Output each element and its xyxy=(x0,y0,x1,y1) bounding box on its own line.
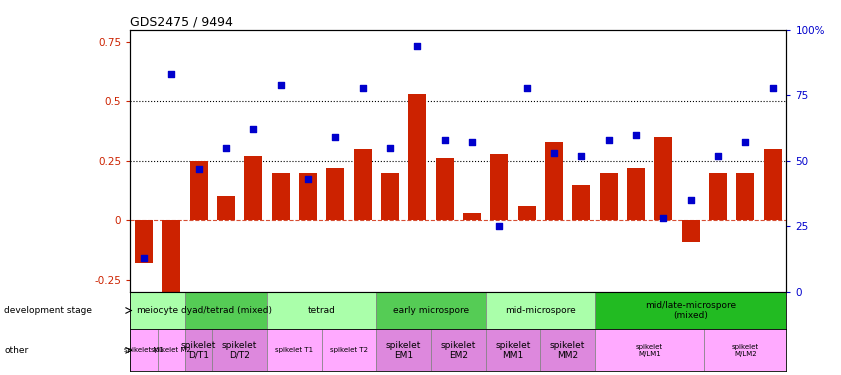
Point xyxy=(602,137,616,143)
Point xyxy=(766,84,780,90)
Bar xyxy=(321,329,377,371)
Bar xyxy=(486,292,595,329)
Point xyxy=(356,84,369,90)
Text: spikelet
M/LM2: spikelet M/LM2 xyxy=(732,344,759,357)
Point xyxy=(192,166,205,172)
Text: spikelet M1: spikelet M1 xyxy=(124,347,164,353)
Point xyxy=(274,82,288,88)
Bar xyxy=(326,168,344,220)
Text: spikelet
MM2: spikelet MM2 xyxy=(550,341,585,360)
Text: spikelet T2: spikelet T2 xyxy=(330,347,368,353)
Bar xyxy=(436,158,453,220)
Point xyxy=(301,176,315,182)
Bar xyxy=(354,149,372,220)
Text: spikelet
EM1: spikelet EM1 xyxy=(386,341,421,360)
Point xyxy=(547,150,561,156)
Point xyxy=(738,140,752,146)
Text: dyad/tetrad (mixed): dyad/tetrad (mixed) xyxy=(181,306,272,315)
Bar xyxy=(654,137,672,220)
Point xyxy=(220,145,233,151)
Text: development stage: development stage xyxy=(4,306,93,315)
Text: spikelet
D/T1: spikelet D/T1 xyxy=(181,341,216,360)
Bar xyxy=(135,220,153,263)
Bar xyxy=(704,329,786,371)
Bar xyxy=(737,173,754,220)
Bar xyxy=(130,329,157,371)
Text: other: other xyxy=(4,346,29,355)
Point xyxy=(383,145,397,151)
Bar xyxy=(545,142,563,220)
Point xyxy=(657,215,670,221)
Point xyxy=(165,72,178,78)
Point xyxy=(137,255,151,261)
Point xyxy=(520,84,533,90)
Bar xyxy=(573,184,590,220)
Bar xyxy=(130,292,185,329)
Bar xyxy=(600,173,617,220)
Bar xyxy=(267,292,376,329)
Text: spikelet
D/T2: spikelet D/T2 xyxy=(222,341,257,360)
Point xyxy=(246,126,260,132)
Bar xyxy=(272,173,289,220)
Text: spikelet T1: spikelet T1 xyxy=(275,347,314,353)
Text: spikelet
EM2: spikelet EM2 xyxy=(441,341,476,360)
Bar xyxy=(595,292,786,329)
Bar xyxy=(431,329,485,371)
Bar xyxy=(463,213,481,220)
Bar xyxy=(490,154,508,220)
Text: spikelet
MM1: spikelet MM1 xyxy=(495,341,531,360)
Text: meiocyte: meiocyte xyxy=(136,306,179,315)
Point xyxy=(438,137,452,143)
Bar xyxy=(595,329,704,371)
Text: spikelet
M/LM1: spikelet M/LM1 xyxy=(636,344,664,357)
Bar xyxy=(682,220,700,242)
Point xyxy=(493,223,506,229)
Text: tetrad: tetrad xyxy=(308,306,336,315)
Point xyxy=(329,134,342,140)
Text: early microspore: early microspore xyxy=(393,306,469,315)
Bar xyxy=(376,329,431,371)
Bar xyxy=(540,329,595,371)
Point xyxy=(574,153,588,159)
Bar xyxy=(212,329,267,371)
Bar xyxy=(162,220,180,292)
Text: mid/late-microspore
(mixed): mid/late-microspore (mixed) xyxy=(645,301,736,320)
Point xyxy=(711,153,725,159)
Text: spikelet M2: spikelet M2 xyxy=(151,347,191,353)
Bar xyxy=(190,161,208,220)
Bar xyxy=(486,329,540,371)
Point xyxy=(684,197,697,203)
Bar xyxy=(245,156,262,220)
Text: GDS2475 / 9494: GDS2475 / 9494 xyxy=(130,16,233,29)
Bar xyxy=(764,149,781,220)
Bar xyxy=(381,173,399,220)
Bar xyxy=(299,173,317,220)
Bar xyxy=(267,329,321,371)
Text: mid-microspore: mid-microspore xyxy=(505,306,576,315)
Bar xyxy=(409,94,426,220)
Bar xyxy=(376,292,485,329)
Bar xyxy=(185,292,267,329)
Point xyxy=(465,140,479,146)
Bar xyxy=(217,196,235,220)
Bar xyxy=(627,168,645,220)
Bar xyxy=(157,329,185,371)
Bar xyxy=(709,173,727,220)
Bar xyxy=(185,329,212,371)
Point xyxy=(410,43,424,49)
Point xyxy=(629,132,643,138)
Bar xyxy=(518,206,536,220)
